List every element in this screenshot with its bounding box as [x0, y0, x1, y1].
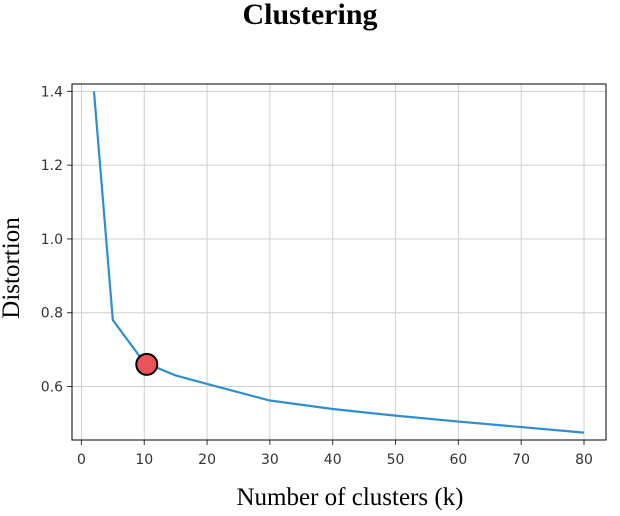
y-ticks: 0.6 0.8 1.0 1.2 1.4 [41, 84, 72, 396]
x-tick-label: 30 [261, 452, 279, 468]
x-tick-label: 40 [324, 452, 342, 468]
y-tick-label: 1.0 [41, 232, 63, 248]
x-tick-label: 50 [387, 452, 405, 468]
x-tick-label: 0 [77, 452, 86, 468]
x-ticks: 0 10 20 30 40 50 60 70 80 [77, 440, 593, 468]
grid-lines [72, 84, 606, 440]
x-tick-label: 20 [198, 452, 216, 468]
y-tick-label: 1.4 [41, 84, 63, 100]
series-line [92, 91, 585, 434]
y-tick-label: 0.6 [41, 380, 63, 396]
marker-group [135, 352, 159, 376]
plot-frame [71, 83, 607, 441]
x-tick-label: 80 [575, 452, 593, 468]
x-tick-label: 10 [135, 452, 153, 468]
chart-title: Clustering [242, 0, 378, 31]
x-tick-label: 70 [512, 452, 530, 468]
x-axis-label: Number of clusters (k) [236, 484, 464, 511]
y-tick-label: 0.8 [41, 306, 63, 322]
x-tick-label: 60 [449, 452, 467, 468]
elbow-point-marker [135, 352, 159, 376]
y-tick-label: 1.2 [41, 158, 63, 174]
series-group [92, 91, 585, 434]
